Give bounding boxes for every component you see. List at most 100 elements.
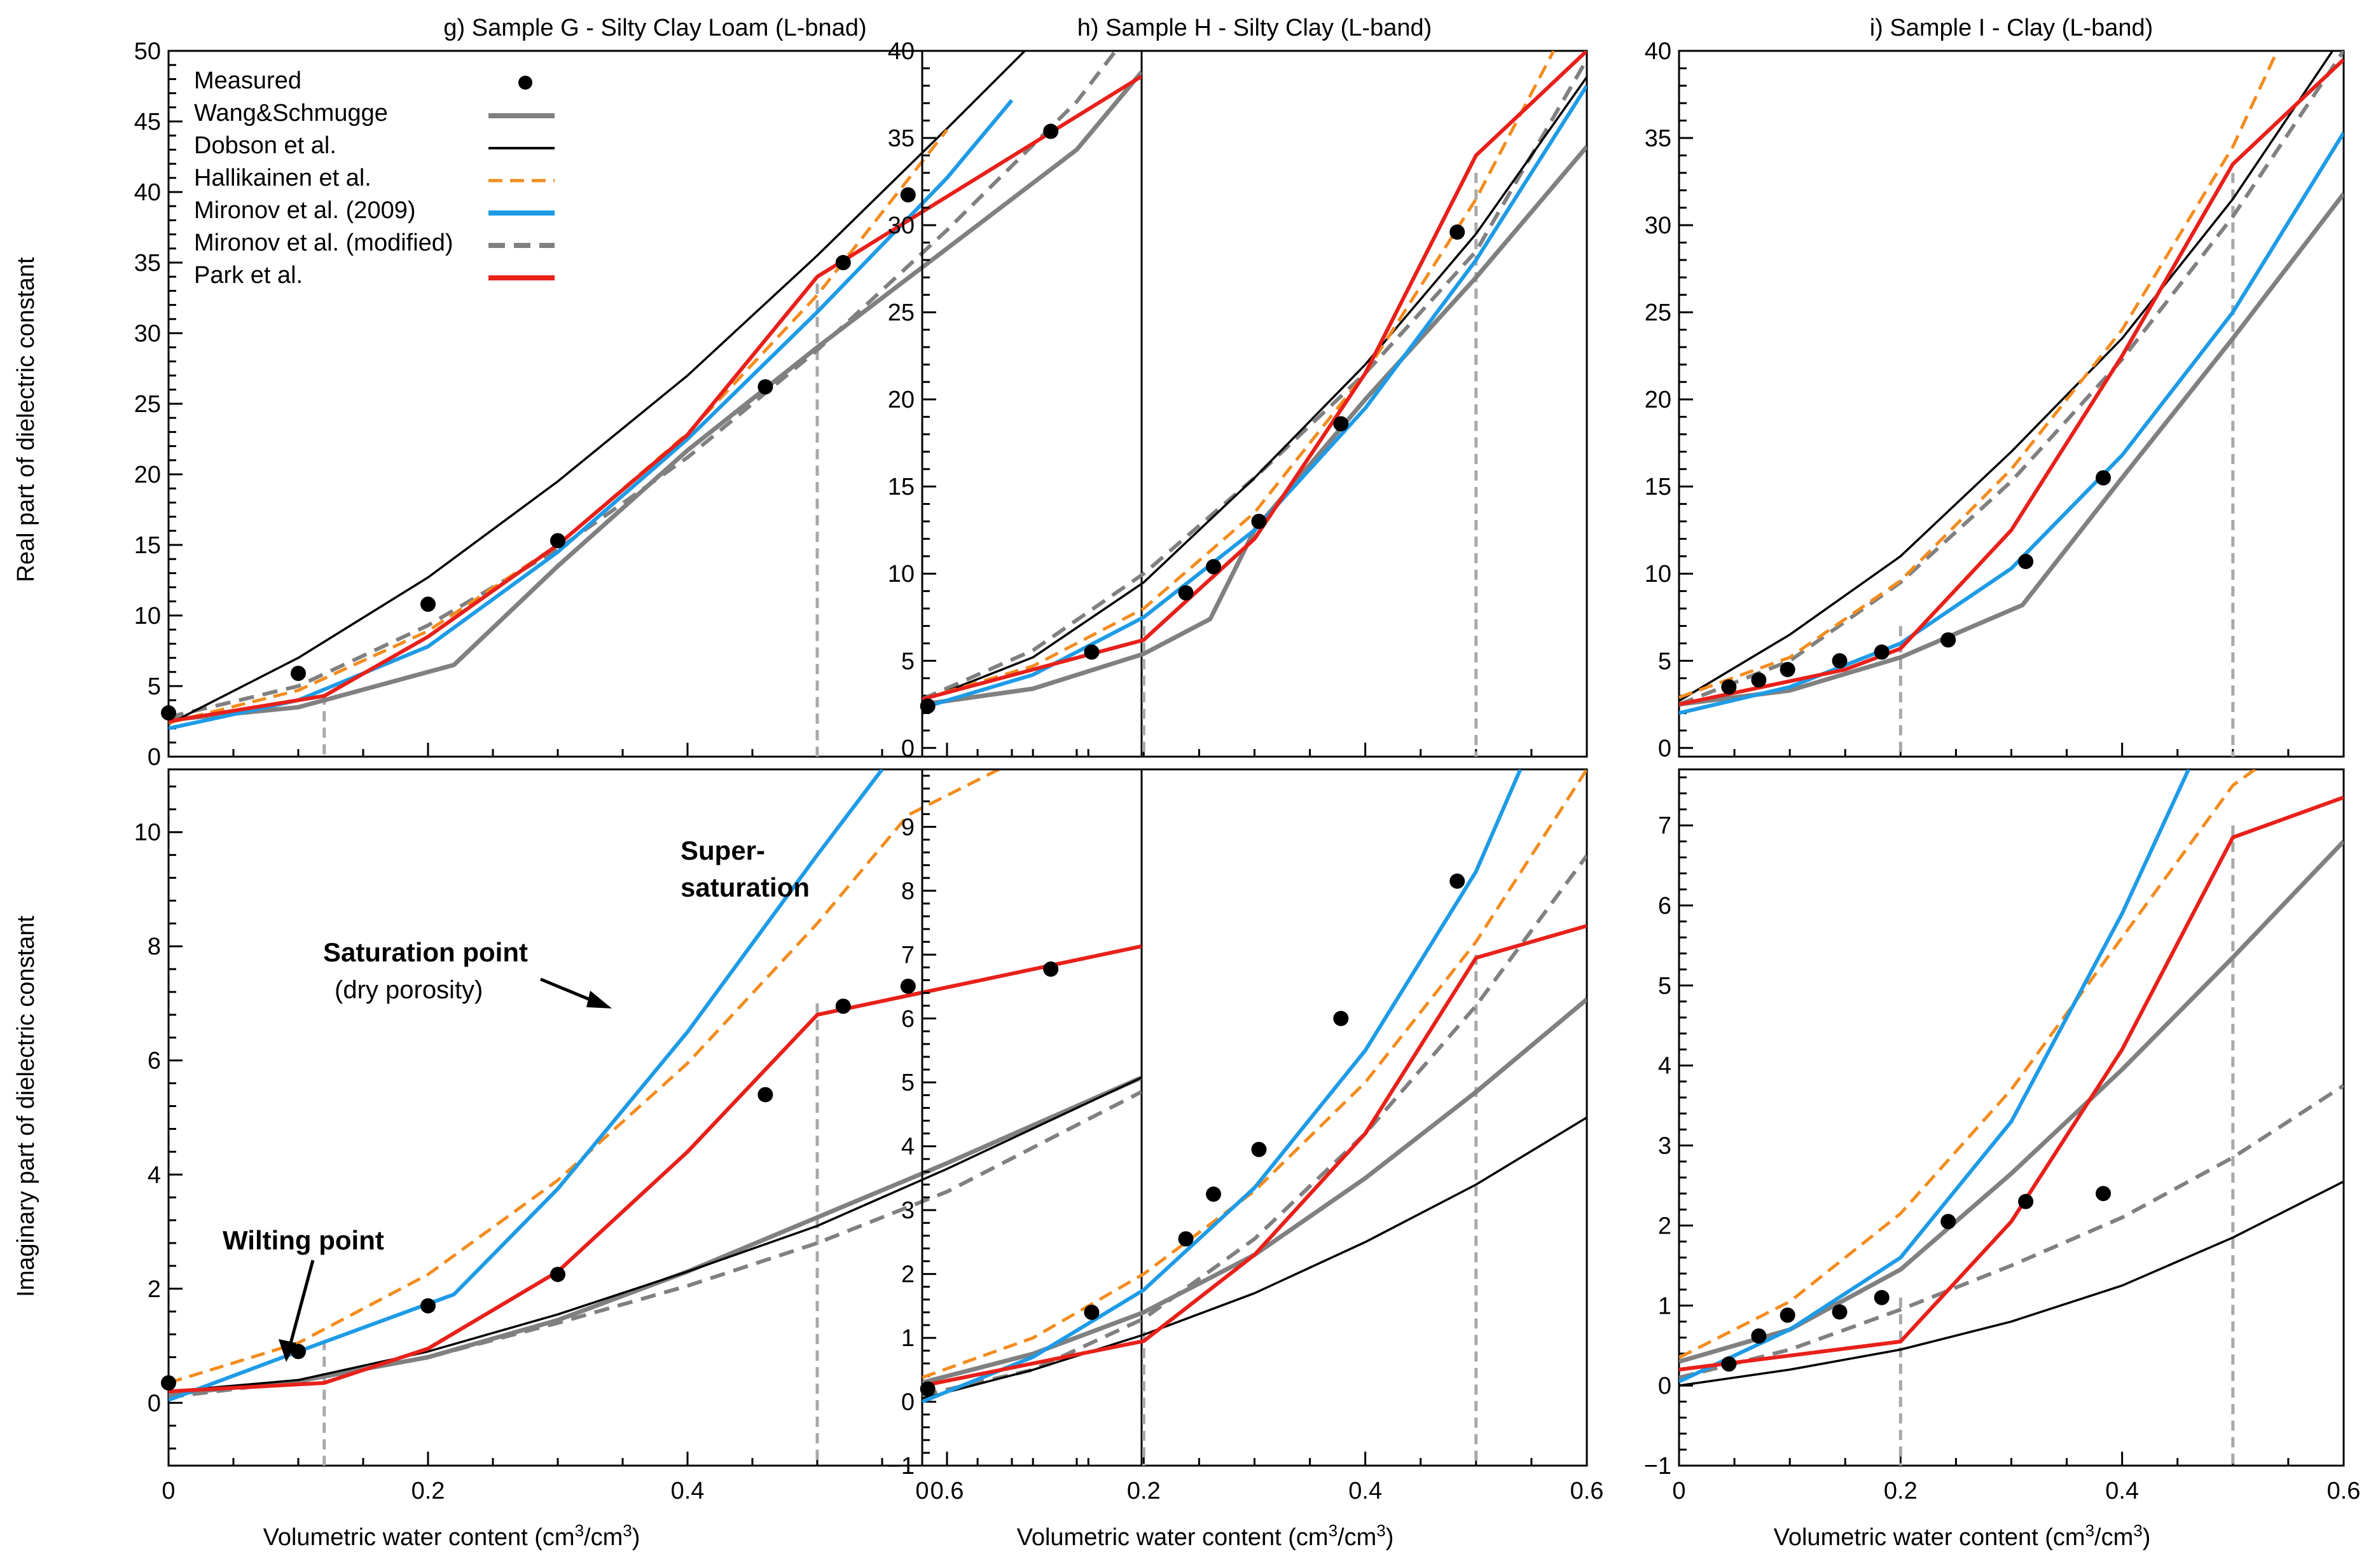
measured-point: [1780, 1307, 1795, 1323]
y-tick-label: 10: [134, 603, 161, 629]
y-tick-label: 35: [888, 125, 915, 152]
plot-frame: [1678, 50, 2345, 758]
y-tick-label: 40: [1645, 38, 1671, 65]
series-line-wang: [1679, 839, 2344, 1364]
x-label-h: Volumetric water content (cm3/cm3): [1017, 1521, 1394, 1551]
wilting-arrow: [287, 1260, 315, 1349]
series-line-park: [1679, 795, 2344, 1372]
x-tick-label: 0: [162, 1478, 175, 1504]
y-tick-label: 1: [1658, 1293, 1671, 1319]
y-tick-label: 10: [134, 820, 161, 846]
x-tick-label: 0: [915, 1478, 929, 1504]
series-line-mironov2009: [922, 769, 1523, 1404]
y-tick-label: 10: [1645, 561, 1671, 588]
measured-point: [1333, 1010, 1349, 1026]
series-line-mironov2009: [922, 85, 1587, 710]
y-tick-label: 30: [1645, 212, 1671, 239]
y-tick-label: 6: [901, 1006, 915, 1033]
measured-point: [1874, 1289, 1890, 1305]
legend-label-dobson: Dobson et al.: [194, 132, 336, 159]
measured-point: [1449, 873, 1465, 889]
panel-i-real: i) Sample I - Clay (L-band) 0 5 10 15 20 25 30 3…: [1645, 15, 2345, 762]
y-tick-label: 7: [901, 942, 915, 968]
y-tick-label: 2: [148, 1276, 161, 1303]
legend-label-measured: Measured: [194, 67, 301, 94]
measured-point: [1832, 1304, 1848, 1320]
y-tick-label: 4: [901, 1134, 915, 1160]
y-tick-label: 0: [1658, 1373, 1671, 1400]
measured-point: [550, 533, 565, 549]
series-line-park: [1679, 58, 2344, 706]
measured-point: [1940, 1214, 1956, 1230]
series-line-hallikainen: [1679, 51, 2279, 699]
y-tick-label: 7: [1658, 813, 1671, 839]
y-tick-label: 20: [1645, 387, 1671, 413]
series-line-dobson: [1679, 1180, 2344, 1387]
panel-title: h) Sample H - Silty Clay (L-band): [1077, 15, 1432, 41]
series-line-dobson: [1679, 51, 2334, 702]
x-tick-label: 0.2: [411, 1478, 445, 1504]
series-line-wang: [922, 145, 1587, 707]
measured-point: [900, 979, 916, 994]
x-label-g: Volumetric water content (cm3/cm3): [263, 1521, 640, 1551]
series-line-mironov2009: [169, 99, 1014, 731]
series-line-dobson: [169, 51, 1026, 726]
measured-point: [1084, 644, 1100, 660]
x-tick-label: 0.6: [930, 1478, 964, 1504]
panel-g-real: g) Sample G - Silty Clay Loam (L-bnad) 0 5…: [134, 15, 1143, 771]
series-line-hallikainen: [922, 51, 1556, 701]
saturation-arrowhead: [586, 991, 612, 1008]
y-label-real: Real part of dielectric constant: [13, 257, 39, 582]
y-tick-label: 10: [888, 561, 915, 588]
y-tick-label: −1: [887, 1453, 915, 1480]
annotation-supersaturation-2: saturation: [681, 872, 810, 902]
svg-text:Volumetric water content (cm3/: Volumetric water content (cm3/cm3): [263, 1521, 640, 1551]
y-label-imaginary: Imaginary part of dielectric constant: [13, 916, 39, 1297]
x-tick-label: 0.2: [1884, 1478, 1918, 1504]
x-tick-label: 0.2: [1127, 1478, 1161, 1504]
y-tick-label: 9: [901, 814, 915, 841]
annotations: Super- saturation Saturation point (dry …: [223, 836, 810, 1362]
series-line-dobson: [922, 1117, 1587, 1400]
series-line-mironov2009: [1679, 132, 2344, 715]
y-tick-label: 5: [1658, 648, 1671, 675]
measured-point: [1721, 679, 1737, 695]
plot-frame: [167, 768, 1143, 1467]
y-tick-label: 3: [1658, 1133, 1671, 1160]
y-tick-label: −1: [1644, 1453, 1671, 1480]
x-tick-label: 0.4: [2105, 1478, 2139, 1504]
y-tick-label: 50: [134, 38, 161, 65]
measured-point: [420, 1298, 436, 1314]
measured-point: [1874, 644, 1890, 660]
y-tick-label: 25: [134, 391, 161, 418]
x-label-i: Volumetric water content (cm3/cm3): [1774, 1521, 2151, 1551]
measured-point: [1043, 961, 1059, 977]
y-tick-label: 40: [888, 38, 915, 65]
series-line-hallikainen: [169, 769, 1000, 1385]
y-tick-label: 25: [888, 299, 915, 326]
series-line-mironovmod: [922, 854, 1587, 1398]
measured-point: [1043, 123, 1059, 139]
measured-point: [757, 1087, 773, 1103]
y-tick-label: 5: [148, 673, 161, 700]
series-line-mironov2009: [169, 769, 884, 1402]
legend-marker-measured: [518, 76, 532, 90]
y-tick-label: 8: [901, 878, 915, 905]
y-tick-label: 5: [901, 1069, 915, 1096]
measured-point: [1333, 416, 1349, 432]
y-tick-label: 8: [148, 933, 161, 960]
series-line-park: [922, 51, 1587, 701]
y-tick-label: 0: [148, 744, 161, 771]
y-tick-label: 2: [1658, 1213, 1671, 1239]
measured-point: [2018, 1193, 2034, 1209]
series-line-park: [169, 944, 1142, 1394]
x-tick-label: 0.4: [671, 1478, 705, 1504]
y-tick-label: 25: [1645, 299, 1671, 326]
legend-label-hallikainen: Hallikainen et al.: [194, 165, 371, 191]
legend-label-mironov2009: Mironov et al. (2009): [194, 197, 416, 224]
y-tick-label: 5: [1658, 973, 1671, 1000]
series-line-park: [922, 924, 1587, 1388]
y-tick-label: 4: [1658, 1053, 1671, 1080]
